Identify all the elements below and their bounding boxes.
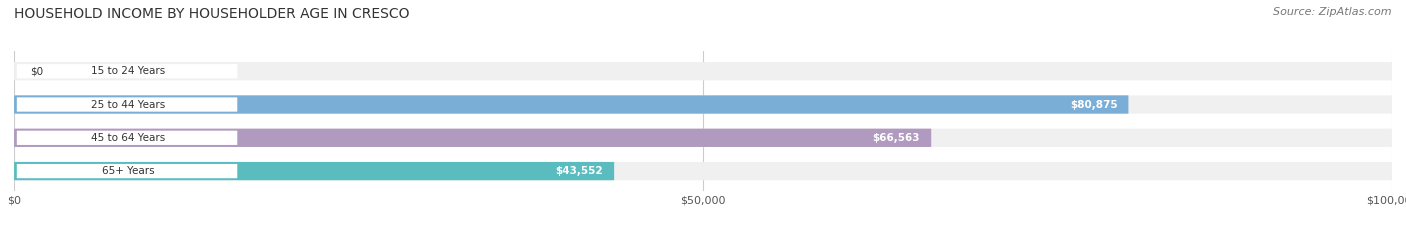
Text: $66,563: $66,563 <box>873 133 920 143</box>
Text: $80,875: $80,875 <box>1070 99 1118 110</box>
Text: 25 to 44 Years: 25 to 44 Years <box>91 99 166 110</box>
FancyBboxPatch shape <box>17 97 238 112</box>
FancyBboxPatch shape <box>14 129 931 147</box>
FancyBboxPatch shape <box>17 131 238 145</box>
FancyBboxPatch shape <box>17 64 238 78</box>
FancyBboxPatch shape <box>14 162 1392 180</box>
Text: $0: $0 <box>31 66 44 76</box>
FancyBboxPatch shape <box>14 129 1392 147</box>
FancyBboxPatch shape <box>14 162 614 180</box>
FancyBboxPatch shape <box>17 164 238 178</box>
Text: 65+ Years: 65+ Years <box>103 166 155 176</box>
Text: Source: ZipAtlas.com: Source: ZipAtlas.com <box>1274 7 1392 17</box>
Text: 15 to 24 Years: 15 to 24 Years <box>91 66 166 76</box>
Text: $43,552: $43,552 <box>555 166 603 176</box>
Text: 45 to 64 Years: 45 to 64 Years <box>91 133 166 143</box>
Text: HOUSEHOLD INCOME BY HOUSEHOLDER AGE IN CRESCO: HOUSEHOLD INCOME BY HOUSEHOLDER AGE IN C… <box>14 7 409 21</box>
FancyBboxPatch shape <box>14 95 1392 114</box>
FancyBboxPatch shape <box>14 95 1129 114</box>
FancyBboxPatch shape <box>14 62 1392 80</box>
